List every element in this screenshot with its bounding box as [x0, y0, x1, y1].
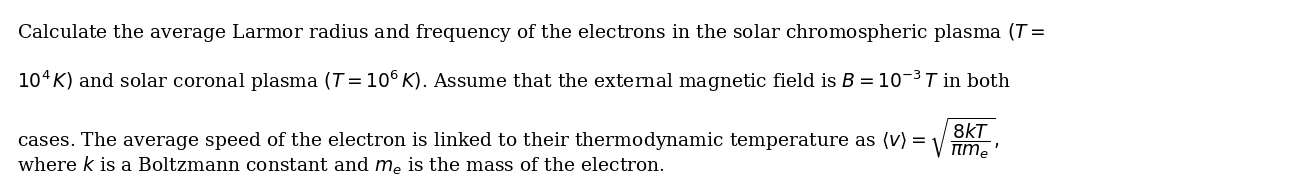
- Text: where $k$ is a Boltzmann constant and $m_e$ is the mass of the electron.: where $k$ is a Boltzmann constant and $m…: [17, 155, 664, 177]
- Text: cases. The average speed of the electron is linked to their thermodynamic temper: cases. The average speed of the electron…: [17, 115, 999, 161]
- Text: $10^4\,K)$ and solar coronal plasma $(T = 10^6\,K)$. Assume that the external ma: $10^4\,K)$ and solar coronal plasma $(T …: [17, 68, 1010, 94]
- Text: Calculate the average Larmor radius and frequency of the electrons in the solar : Calculate the average Larmor radius and …: [17, 21, 1045, 45]
